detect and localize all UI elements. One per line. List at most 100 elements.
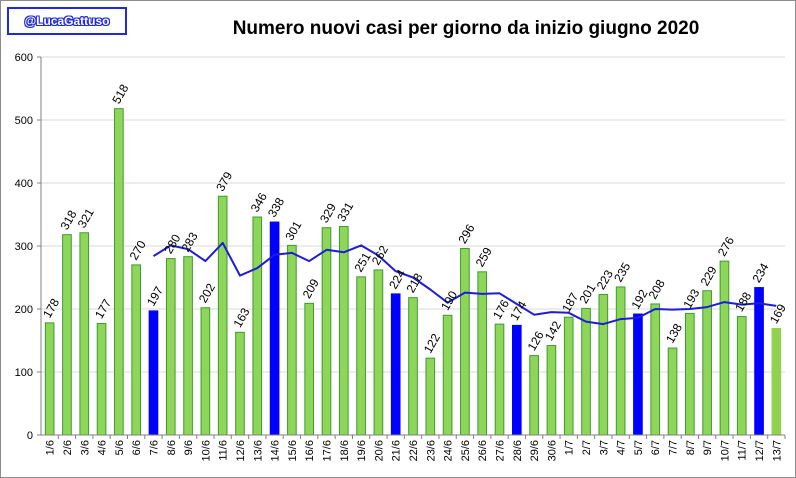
bar [235,331,245,436]
bar [754,287,764,436]
bar [252,216,263,436]
y-tick-label: 0 [27,430,33,442]
bar [217,195,228,436]
data-label: 276 [715,234,737,259]
bar [529,355,539,436]
y-tick-label: 200 [15,304,33,316]
x-tick-label: 17/6 [322,440,334,461]
x-tick-label: 6/6 [131,440,143,455]
x-tick-label: 30/6 [546,440,558,461]
data-label: 296 [455,221,477,246]
data-label: 331 [334,199,356,224]
bar [771,328,782,436]
x-tick-label: 2/7 [581,440,593,455]
x-tick-label: 16/6 [304,440,316,461]
bar [44,322,55,436]
x-tick-label: 5/7 [633,440,645,455]
x-tick-label: 7/6 [149,440,161,455]
x-tick-label: 29/6 [529,440,541,461]
bar [390,293,401,436]
data-label: 301 [282,218,304,243]
bar [79,232,90,436]
data-label: 234 [749,260,771,285]
x-tick-label: 1/7 [564,440,576,455]
bar [685,312,695,436]
y-tick-label: 100 [15,367,33,379]
line-series [152,241,777,326]
bar [183,256,193,436]
x-tick-label: 5/6 [114,440,126,455]
x-tick-label: 12/7 [754,440,766,461]
bar [702,290,712,436]
data-label: 208 [646,277,668,302]
x-tick-label: 13/6 [252,440,264,461]
x-tick-label: 11/7 [737,440,749,461]
bar [131,264,141,436]
data-label: 283 [179,230,201,255]
bars [44,108,782,436]
trend-line [152,241,777,326]
y-axis: 0 100 200 300 400 500 600 [15,52,42,442]
x-axis: 1/6 2/6 3/6 4/6 5/6 6/6 7/6 8/6 9/6 10/6 11/6 12/6 1… [41,434,786,461]
bar [477,271,488,436]
data-label: 177 [92,296,114,321]
x-tick-label: 19/6 [356,440,368,461]
bar [304,302,315,436]
x-tick-label: 27/6 [495,440,507,461]
data-label: 321 [75,206,97,231]
y-tick-label: 300 [15,241,33,253]
x-tick-label: 21/6 [391,440,403,461]
data-label: 142 [542,318,564,343]
x-tick-label: 20/6 [373,440,385,461]
bar [287,244,297,436]
x-tick-label: 26/6 [477,440,489,461]
x-tick-label: 11/6 [218,440,230,461]
data-label: 518 [109,82,131,107]
bar [598,294,609,436]
x-tick-label: 24/6 [443,440,455,461]
data-label: 379 [213,169,235,194]
bar [200,307,211,436]
x-tick-label: 4/7 [616,440,628,455]
x-tick-label: 18/6 [339,440,351,461]
data-label: 235 [611,260,633,285]
data-label: 270 [127,238,149,263]
x-tick-label: 9/7 [702,440,714,455]
bar [425,357,436,436]
chart-title: Numero nuovi casi per giorno da inizio g… [232,18,700,39]
bar [650,303,661,436]
bar [442,314,453,436]
x-tick-label: 13/7 [771,440,783,461]
bar [62,234,72,436]
bar [148,310,159,436]
data-label: 209 [300,276,322,301]
bar [667,347,678,436]
x-tick-label: 1/6 [45,440,57,455]
bar [494,323,505,436]
bar [165,258,176,436]
bar [373,269,384,436]
author-badge-label: @LucaGattuso [24,14,110,28]
bar [581,307,591,436]
x-tick-label: 3/7 [598,440,610,455]
x-tick-label: 6/7 [650,440,662,455]
y-tick-label: 600 [15,52,33,64]
y-tick-label: 400 [15,178,33,190]
bar [356,276,366,436]
bar [96,322,107,436]
data-label: 187 [559,290,581,315]
data-label: 138 [663,321,685,346]
bar [633,313,643,436]
bar [736,316,747,436]
data-label: 122 [421,331,443,356]
bar [408,297,418,436]
x-tick-label: 23/6 [425,440,437,461]
data-label: 188 [732,289,754,314]
x-tick-label: 10/7 [719,440,731,461]
bar [460,248,470,436]
bar [114,108,124,436]
x-tick-label: 15/6 [287,440,299,461]
x-tick-label: 3/6 [79,440,91,455]
